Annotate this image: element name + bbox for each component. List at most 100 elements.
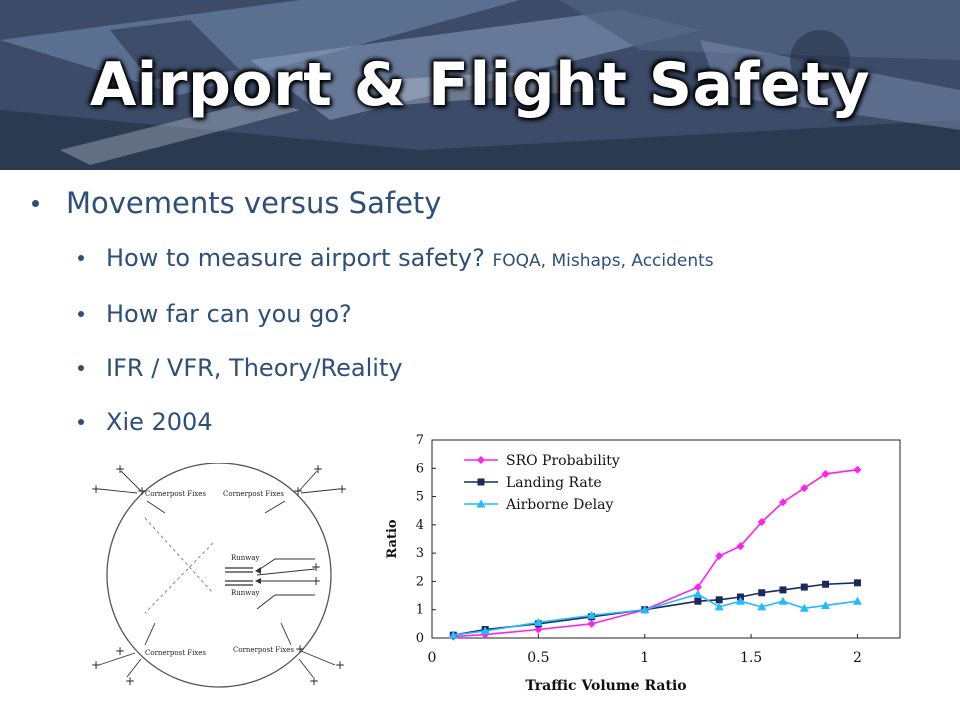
data-point-diamond <box>853 465 862 474</box>
traffic-volume-chart: 0 1 2 3 4 5 6 7 0 0.5 1 1.5 2 Traffic Volume Ratio Rat… <box>368 430 908 696</box>
fix-plus-marker: + <box>309 674 319 688</box>
runway-label: Runway <box>231 589 259 597</box>
fix-plus-marker: + <box>125 674 135 688</box>
bullet-item: Xie 2004 <box>30 402 930 442</box>
approach-path <box>256 558 315 572</box>
runway-label: Runway <box>231 554 259 562</box>
bullet-text: IFR / VFR, Theory/Reality <box>106 354 403 382</box>
data-point-diamond <box>693 583 702 592</box>
banner-background-image <box>0 0 960 170</box>
fix-plus-marker: + <box>115 463 125 476</box>
series-triangle <box>448 589 862 639</box>
bullet-item: How to measure airport safety? FOQA, Mis… <box>30 238 930 278</box>
airspace-diagram-svg: Runway Runway + + + + + + + + + + + + + … <box>91 462 347 688</box>
legend-item: SRO Probability <box>464 453 620 469</box>
y-tick-label: 2 <box>416 574 424 589</box>
traffic-volume-chart-svg: 0 1 2 3 4 5 6 7 0 0.5 1 1.5 2 Traffic Volume Ratio Rat… <box>385 433 901 694</box>
fix-plus-marker: + <box>337 482 347 496</box>
legend-label: Airborne Delay <box>505 497 613 513</box>
data-point-square <box>477 478 485 486</box>
legend-item: Airborne Delay <box>464 497 613 513</box>
dashed-path <box>144 517 214 594</box>
fix-plus-marker: + <box>137 484 147 498</box>
data-point-triangle <box>714 602 724 611</box>
bullet-item: IFR / VFR, Theory/Reality <box>30 348 930 388</box>
bullet-dot-icon <box>78 255 84 261</box>
data-point-triangle <box>693 589 703 598</box>
fix-arrow <box>264 500 286 514</box>
fix-arrow <box>126 658 142 678</box>
slide-title: Airport & Flight Safety <box>89 50 871 120</box>
chart-legend: SRO Probability Landing Rate Airborne Dela… <box>464 453 620 513</box>
y-tick-label: 4 <box>416 518 424 533</box>
fix-plus-marker: + <box>91 658 101 672</box>
y-tick-label: 6 <box>416 461 424 476</box>
x-tick-label: 1.5 <box>740 650 762 666</box>
fix-arrow <box>98 652 136 666</box>
series-line <box>453 582 858 636</box>
legend-label: Landing Rate <box>506 475 602 491</box>
fix-arrow <box>280 622 292 646</box>
cornerpost-fix-label: Cornerpost Fixes <box>145 490 206 498</box>
data-point-diamond <box>534 625 543 634</box>
series-line <box>453 468 858 638</box>
approach-path <box>256 568 316 576</box>
bullet-item: Movements versus Safety <box>30 180 930 230</box>
y-tick-label: 5 <box>416 490 424 505</box>
fix-arrow <box>146 500 166 514</box>
data-point-square <box>694 597 702 605</box>
arrow-head <box>255 578 261 584</box>
series-square <box>449 579 861 639</box>
data-point-diamond <box>736 542 745 551</box>
y-tick-label: 3 <box>416 546 424 561</box>
bullet-main-text: How to measure airport safety? <box>106 244 485 272</box>
fix-plus-marker: + <box>295 642 305 656</box>
bullet-text: Movements versus Safety <box>66 186 442 220</box>
fix-markers: + + + + + + + + + + + + + + <box>91 462 347 688</box>
data-point-diamond <box>587 619 596 628</box>
data-point-triangle <box>448 630 458 639</box>
chart-axes: 0 1 2 3 4 5 6 7 0 0.5 1 1.5 2 Traffic Volume Ratio Rat… <box>385 433 901 694</box>
legend-label: SRO Probability <box>506 453 620 469</box>
bullet-dot-icon <box>78 365 84 371</box>
fix-plus-marker: + <box>293 484 303 498</box>
y-axis-label: Ratio <box>385 519 400 558</box>
bullet-item: How far can you go? <box>30 294 930 334</box>
fix-arrow <box>298 470 318 492</box>
fix-arrow <box>144 622 156 646</box>
bullet-dot-icon <box>32 200 39 207</box>
x-tick-label: 2 <box>853 650 862 666</box>
plot-frame <box>431 439 901 639</box>
data-point-diamond <box>757 518 766 527</box>
data-point-triangle <box>778 596 788 605</box>
data-point-diamond <box>821 469 830 478</box>
data-point-diamond <box>800 484 809 493</box>
fix-arrows <box>98 470 340 678</box>
series-diamond <box>449 465 862 641</box>
fix-arrow <box>300 650 336 666</box>
data-point-square <box>779 586 787 594</box>
fix-plus-marker: + <box>335 658 345 672</box>
data-point-square <box>800 583 808 591</box>
data-point-triangle <box>799 603 809 612</box>
data-point-square <box>758 589 766 597</box>
y-tick-label: 7 <box>416 433 424 448</box>
data-point-triangle <box>476 499 486 508</box>
data-point-square <box>715 596 723 604</box>
fix-plus-marker: + <box>91 482 101 496</box>
data-point-triangle <box>852 596 862 605</box>
fix-plus-marker: + <box>115 644 125 658</box>
series-line <box>453 593 858 636</box>
data-point-triangle <box>640 605 650 614</box>
data-point-square <box>853 579 861 587</box>
data-point-triangle <box>533 617 543 626</box>
terminal-area-circle <box>106 462 332 688</box>
fix-arrow <box>98 488 138 494</box>
x-axis-label: Traffic Volume Ratio <box>525 678 686 694</box>
data-point-triangle <box>821 600 831 609</box>
x-tick-label: 1 <box>640 650 649 666</box>
cornerpost-fix-label: Cornerpost Fixes <box>223 490 284 498</box>
bullet-dot-icon <box>78 311 84 317</box>
title-banner: Airport & Flight Safety <box>0 0 960 170</box>
fix-arrow <box>300 488 340 494</box>
